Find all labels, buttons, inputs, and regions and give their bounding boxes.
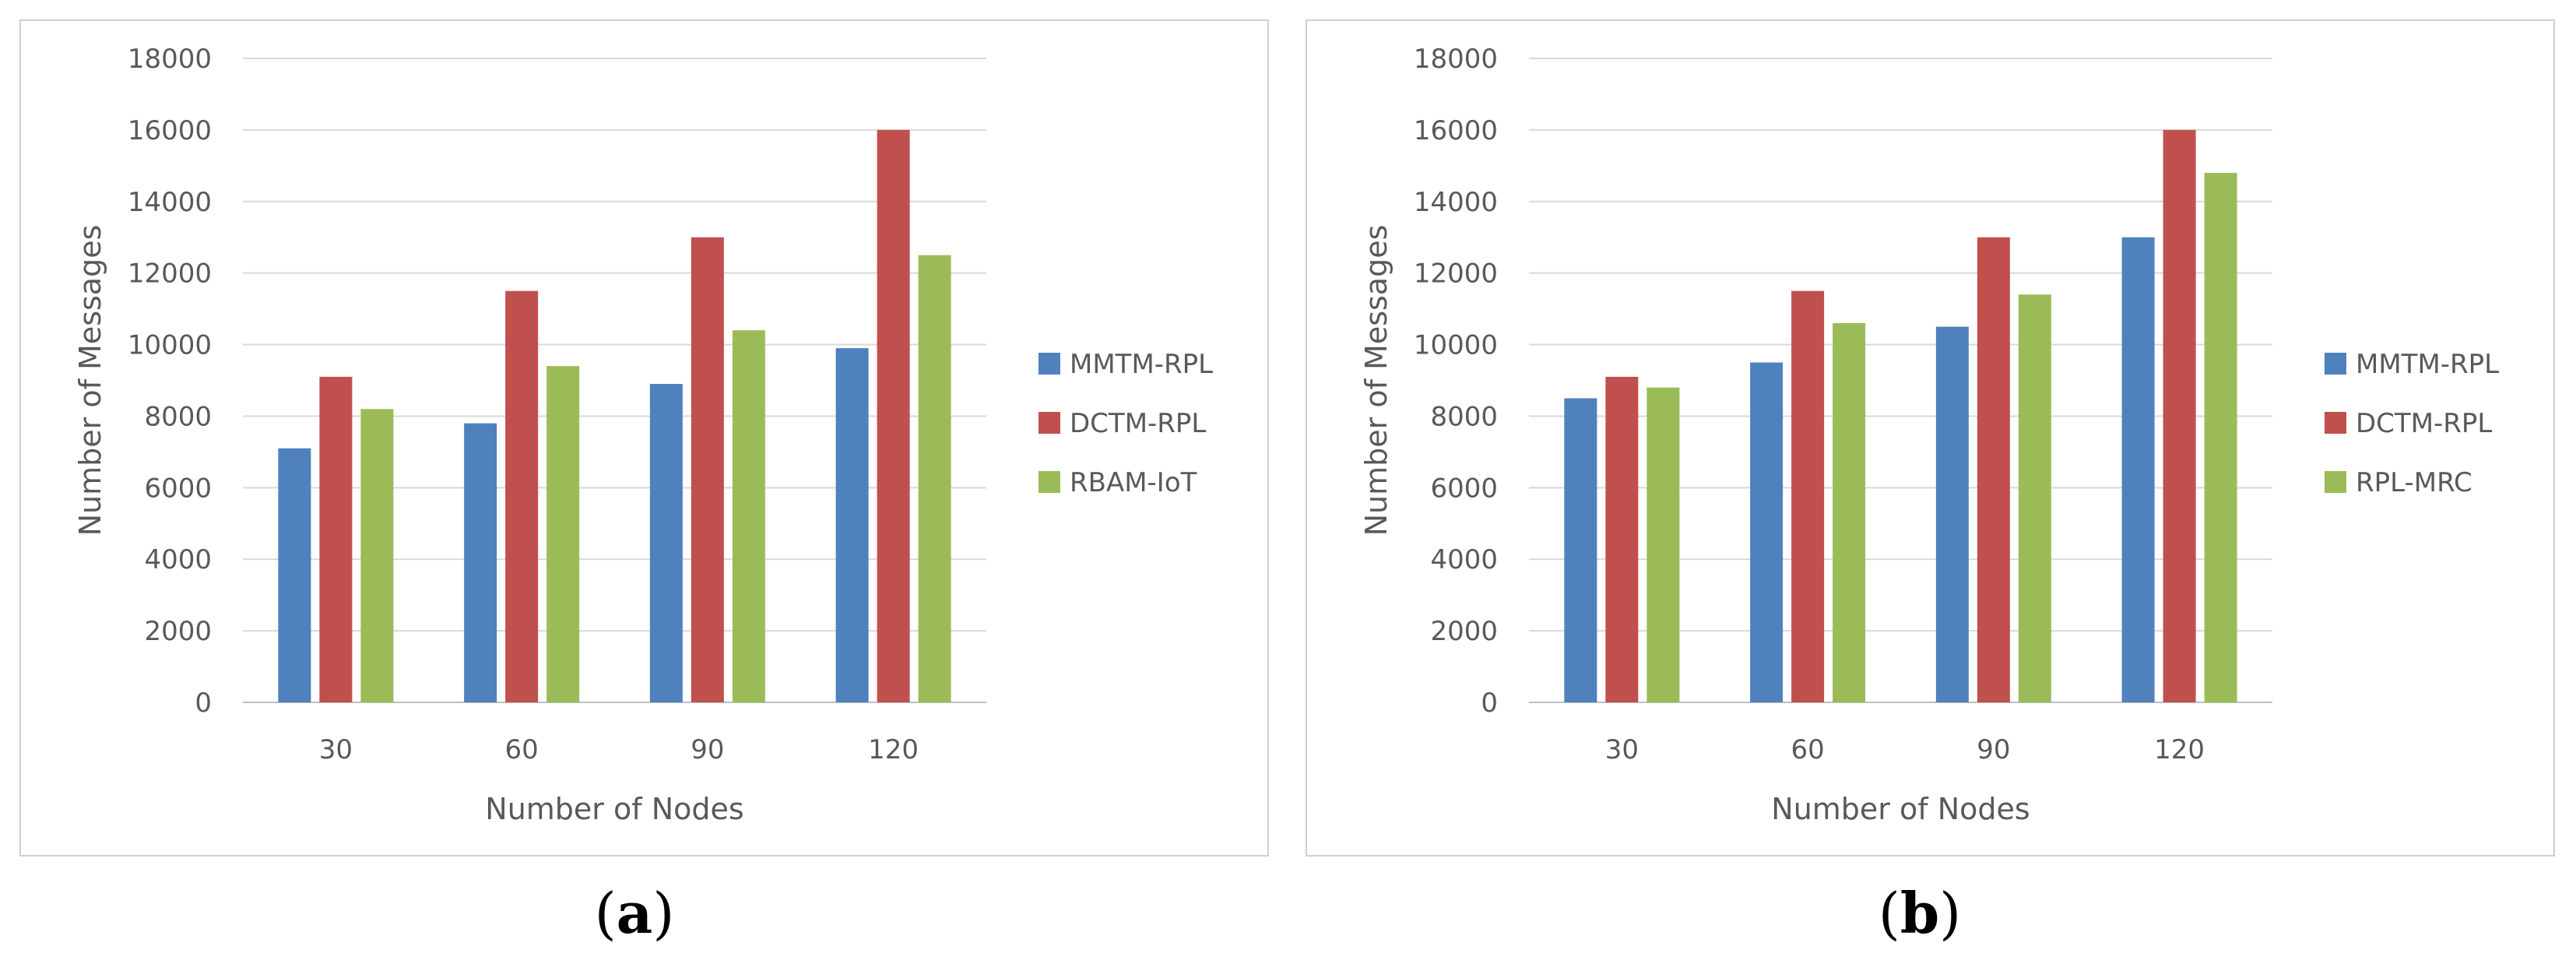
y-tick-label: 0 (1481, 688, 1498, 719)
chart-panel-a: 0 2000 4000 6000 8000 10000 12000 14000 16000 180… (19, 19, 1269, 857)
y-tick-label: 14000 (128, 187, 212, 218)
y-tick-label: 18000 (128, 44, 212, 75)
legend-swatch (2325, 471, 2346, 493)
x-axis-title: Number of Nodes (485, 792, 743, 826)
caption-a-open: ( (594, 881, 617, 946)
caption-a-letter: a (616, 880, 653, 946)
bar-dctm-rpl (1791, 290, 1825, 702)
bar-dctm-rpl (2163, 129, 2196, 702)
bar-mmtm-rpl (2121, 237, 2155, 702)
legend-label: RPL-MRC (2356, 467, 2472, 498)
legend-label: DCTM-RPL (2356, 408, 2492, 439)
y-tick-label: 8000 (144, 401, 212, 432)
y-tick-label: 8000 (1430, 401, 1498, 432)
bar-dctm-rpl (1977, 237, 2010, 702)
y-tick-label: 14000 (1414, 187, 1498, 218)
caption-b-close: ) (1939, 881, 1962, 946)
y-tick-label: 10000 (128, 330, 212, 361)
y-tick-label: 12000 (1414, 259, 1498, 290)
bar-rpl-mrc (2018, 294, 2051, 702)
caption-a-close: ) (652, 881, 675, 946)
bar-mmtm-rpl (464, 423, 497, 702)
bar-rbam-iot (732, 330, 765, 702)
y-tick-label: 0 (195, 688, 212, 719)
legend-swatch (1038, 353, 1060, 375)
x-axis-title: Number of Nodes (1771, 792, 2030, 826)
bar-mmtm-rpl (649, 384, 683, 702)
caption-b-open: ( (1878, 881, 1900, 946)
x-tick-label: 30 (1605, 734, 1639, 765)
y-tick-label: 12000 (128, 259, 212, 290)
legend-swatch (1038, 471, 1060, 493)
bar-mmtm-rpl (278, 448, 311, 702)
x-tick-label: 60 (1791, 734, 1824, 765)
legend-swatch (2325, 353, 2346, 375)
y-tick-label: 10000 (1414, 330, 1498, 361)
y-tick-label: 16000 (128, 115, 212, 146)
y-axis-title: Number of Messages (73, 225, 107, 536)
y-tick-label: 4000 (1430, 544, 1498, 575)
legend-label: RBAM-IoT (1070, 467, 1197, 498)
bar-dctm-rpl (319, 376, 353, 702)
bar-dctm-rpl (505, 290, 539, 702)
x-tick-label: 120 (868, 734, 919, 765)
bar-rbam-iot (360, 409, 394, 702)
bar-rpl-mrc (1646, 387, 1680, 702)
legend-label: MMTM-RPL (1070, 349, 1213, 380)
bar-dctm-rpl (877, 129, 910, 702)
y-axis-title: Number of Messages (1359, 225, 1393, 536)
y-tick-label: 2000 (1430, 616, 1498, 647)
bar-chart-b: 0 2000 4000 6000 8000 10000 12000 14000 16000 180… (1359, 44, 2499, 826)
chart-panel-b: 0 2000 4000 6000 8000 10000 12000 14000 16000 180… (1306, 19, 2555, 857)
bar-mmtm-rpl (1564, 398, 1597, 702)
bar-mmtm-rpl (1935, 326, 1969, 702)
y-tick-label: 6000 (1430, 473, 1498, 504)
y-tick-label: 2000 (144, 616, 212, 647)
bar-chart-a: 0 2000 4000 6000 8000 10000 12000 14000 16000 180… (73, 44, 1213, 826)
y-tick-label: 18000 (1414, 44, 1498, 75)
bar-rpl-mrc (2204, 173, 2237, 702)
caption-b-letter: b (1899, 880, 1940, 946)
bar-rbam-iot (918, 255, 951, 702)
x-tick-label: 90 (1977, 734, 2010, 765)
bar-mmtm-rpl (1750, 362, 1784, 702)
x-tick-label: 120 (2154, 734, 2205, 765)
bar-dctm-rpl (1605, 376, 1639, 702)
y-tick-label: 6000 (144, 473, 212, 504)
y-tick-label: 4000 (144, 544, 212, 575)
legend-swatch (1038, 412, 1060, 434)
bar-dctm-rpl (691, 237, 724, 702)
caption-a: (a) (557, 880, 712, 946)
y-tick-label: 16000 (1414, 115, 1498, 146)
x-tick-label: 30 (319, 734, 353, 765)
bar-mmtm-rpl (835, 348, 869, 702)
x-tick-label: 90 (691, 734, 724, 765)
legend-swatch (2325, 412, 2346, 434)
bar-rbam-iot (546, 366, 580, 702)
legend-label: MMTM-RPL (2356, 349, 2499, 380)
bar-rpl-mrc (1833, 322, 1866, 702)
x-tick-label: 60 (504, 734, 538, 765)
caption-b: (b) (1842, 880, 1998, 946)
legend-label: DCTM-RPL (1070, 408, 1206, 439)
